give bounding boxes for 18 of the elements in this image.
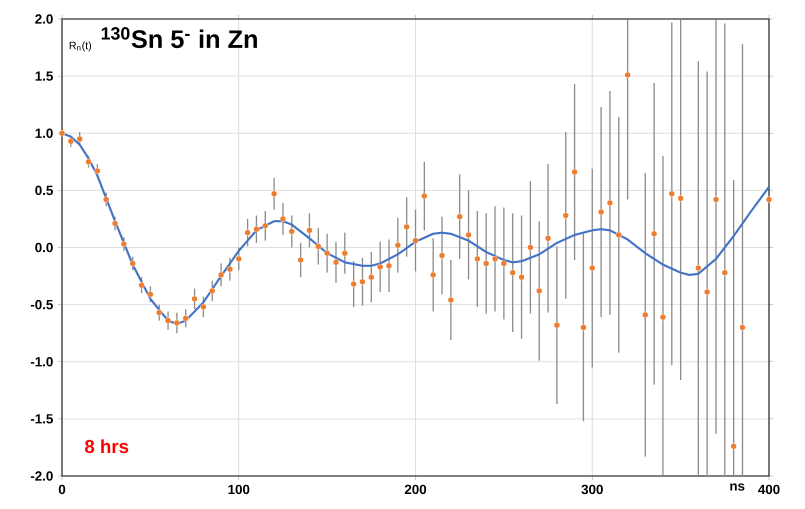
y-tick-label: 0.0	[35, 242, 53, 252]
y-tick-label: 1.5	[36, 71, 53, 81]
x-tick-label: 200	[404, 484, 426, 494]
y-tick-label: 0.5	[35, 186, 53, 196]
x-tick-label: 0	[58, 484, 66, 494]
y-tick-label: 2.0	[35, 14, 53, 24]
y-tick-label: -0.5	[30, 300, 53, 310]
y-tick-label: -1.0	[30, 357, 53, 366]
annotation: 8 hrs	[84, 439, 128, 454]
x-axis-title: ns	[730, 483, 744, 491]
y-tick-label: 1.0	[36, 128, 53, 138]
y-axis-title: R$_{n}$(t)	[70, 41, 92, 52]
y-tick-label: -1.5	[30, 414, 53, 424]
x-tick-label: 100	[228, 484, 250, 494]
x-tick-label: 300	[581, 484, 603, 494]
chart-title: $^{130}$Sn 5$^{-}$ in Zn	[102, 27, 257, 48]
x-tick-label: 400	[758, 484, 780, 494]
y-tick-label: -2.0	[30, 471, 53, 481]
